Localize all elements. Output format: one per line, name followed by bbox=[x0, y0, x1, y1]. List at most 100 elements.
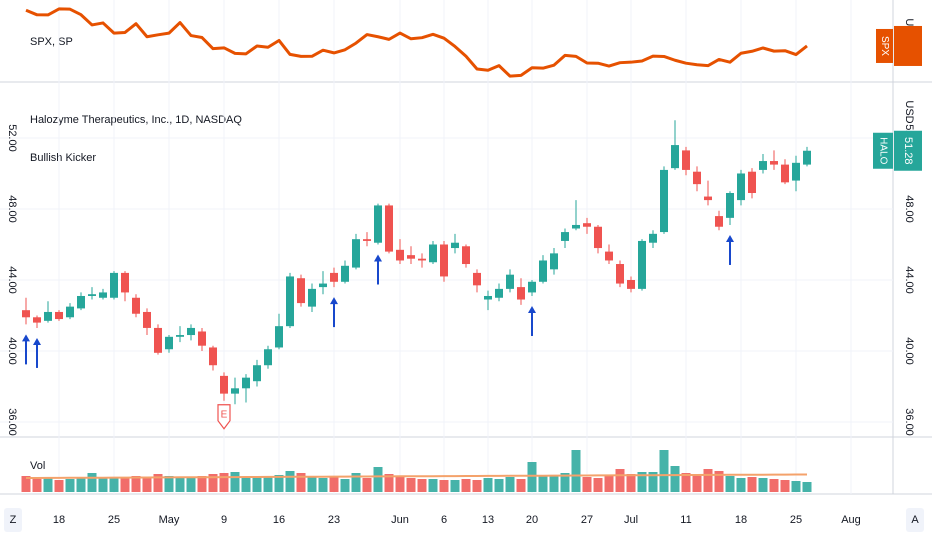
volume-bar bbox=[505, 477, 515, 492]
candle-body bbox=[704, 196, 712, 201]
volume-bar bbox=[549, 476, 559, 492]
candle-body bbox=[539, 260, 547, 282]
volume-bar bbox=[791, 481, 801, 492]
candle-body bbox=[88, 294, 96, 296]
candle-body bbox=[605, 251, 613, 261]
y-tick-label: 44.00 bbox=[903, 266, 915, 294]
volume-bar bbox=[98, 478, 108, 492]
signal-arrow bbox=[330, 297, 338, 328]
candle-body bbox=[517, 287, 525, 300]
candle-body bbox=[44, 311, 52, 321]
candle-body bbox=[770, 161, 778, 165]
volume-bar bbox=[318, 478, 328, 492]
signal-arrow bbox=[726, 234, 734, 265]
candle-body bbox=[781, 164, 789, 183]
x-tick-label: 13 bbox=[482, 514, 494, 526]
volume-bar bbox=[780, 480, 790, 492]
candle-body bbox=[286, 276, 294, 327]
auto-scale-button[interactable] bbox=[906, 508, 924, 532]
candle-body bbox=[253, 365, 261, 382]
candle-body bbox=[748, 171, 756, 194]
volume-bar bbox=[428, 479, 438, 492]
x-tick-label: Jun bbox=[391, 514, 409, 526]
volume-bar bbox=[747, 477, 757, 492]
volume-bar bbox=[615, 469, 625, 492]
volume-bar bbox=[208, 474, 218, 492]
candle-body bbox=[473, 272, 481, 286]
candle-body bbox=[319, 283, 327, 288]
volume-bar bbox=[483, 478, 493, 492]
volume-bar bbox=[285, 471, 295, 492]
signal-arrow bbox=[528, 305, 536, 336]
volume-bar bbox=[681, 473, 691, 492]
candle-body bbox=[462, 246, 470, 265]
candle-body bbox=[616, 264, 624, 284]
volume-bar bbox=[21, 476, 31, 492]
candle-body bbox=[308, 288, 316, 307]
volume-bar bbox=[769, 479, 779, 492]
volume-bar bbox=[65, 479, 75, 492]
candle-body bbox=[660, 169, 668, 233]
x-tick-label: 6 bbox=[441, 514, 447, 526]
candle-body bbox=[737, 173, 745, 201]
compare-badge bbox=[876, 28, 893, 63]
candle-body bbox=[330, 272, 338, 282]
volume-bar bbox=[802, 482, 812, 492]
x-tick-label: 23 bbox=[328, 514, 340, 526]
candle-body bbox=[429, 244, 437, 263]
volume-bar bbox=[296, 473, 306, 492]
auto-scale-button-label[interactable]: A bbox=[911, 514, 919, 526]
volume-bar bbox=[43, 478, 53, 492]
symbol-badge bbox=[873, 132, 893, 169]
candle-body bbox=[363, 239, 371, 241]
candle-body bbox=[693, 171, 701, 185]
volume-bar bbox=[450, 480, 460, 492]
zoom-button-label[interactable]: Z bbox=[10, 514, 17, 526]
price-currency: USD bbox=[903, 100, 915, 123]
candle-body bbox=[594, 226, 602, 249]
volume-bar bbox=[274, 475, 284, 492]
volume-bar bbox=[197, 476, 207, 492]
y-tick-label-left: 44.00 bbox=[6, 266, 18, 294]
volume-bar bbox=[153, 474, 163, 492]
volume-bar bbox=[373, 467, 383, 492]
candle-body bbox=[110, 272, 118, 298]
volume-bar bbox=[32, 479, 42, 492]
candle-body bbox=[726, 193, 734, 218]
volume-bar bbox=[538, 475, 548, 492]
volume-bar bbox=[758, 478, 768, 492]
volume-bar bbox=[395, 476, 405, 492]
x-tick-label: 18 bbox=[53, 514, 65, 526]
symbol-badge-label: HALO bbox=[877, 137, 888, 164]
candle-body bbox=[264, 349, 272, 366]
x-tick-label: 11 bbox=[680, 514, 691, 526]
volume-ma-line bbox=[26, 473, 807, 479]
y-tick-label-left: 40.00 bbox=[6, 337, 18, 365]
volume-bar bbox=[527, 462, 537, 492]
chart-title: Halozyme Therapeutics, Inc., 1D, NASDAQ bbox=[30, 114, 242, 126]
volume-bar bbox=[725, 476, 735, 492]
candle-body bbox=[759, 161, 767, 170]
candle-body bbox=[385, 205, 393, 252]
zoom-button[interactable] bbox=[4, 508, 22, 532]
candle-body bbox=[297, 278, 305, 304]
signal-arrow-head bbox=[22, 334, 30, 342]
candle-body bbox=[231, 388, 239, 394]
signal-arrow-head bbox=[330, 297, 338, 305]
volume-bar bbox=[175, 478, 185, 492]
candle-body bbox=[220, 375, 228, 394]
compare-legend: SPX, SP bbox=[30, 36, 73, 48]
x-tick-label: Aug bbox=[841, 514, 861, 526]
volume-bar bbox=[736, 478, 746, 492]
x-tick-label: 16 bbox=[273, 514, 285, 526]
compare-price-badge bbox=[894, 25, 922, 66]
candle-body bbox=[352, 239, 360, 268]
candle-body bbox=[561, 232, 569, 241]
indicator-legend: Bullish Kicker bbox=[30, 152, 96, 164]
candle-body bbox=[495, 288, 503, 298]
volume-bar bbox=[692, 476, 702, 492]
candle-body bbox=[275, 326, 283, 348]
compare-line bbox=[25, 7, 808, 78]
